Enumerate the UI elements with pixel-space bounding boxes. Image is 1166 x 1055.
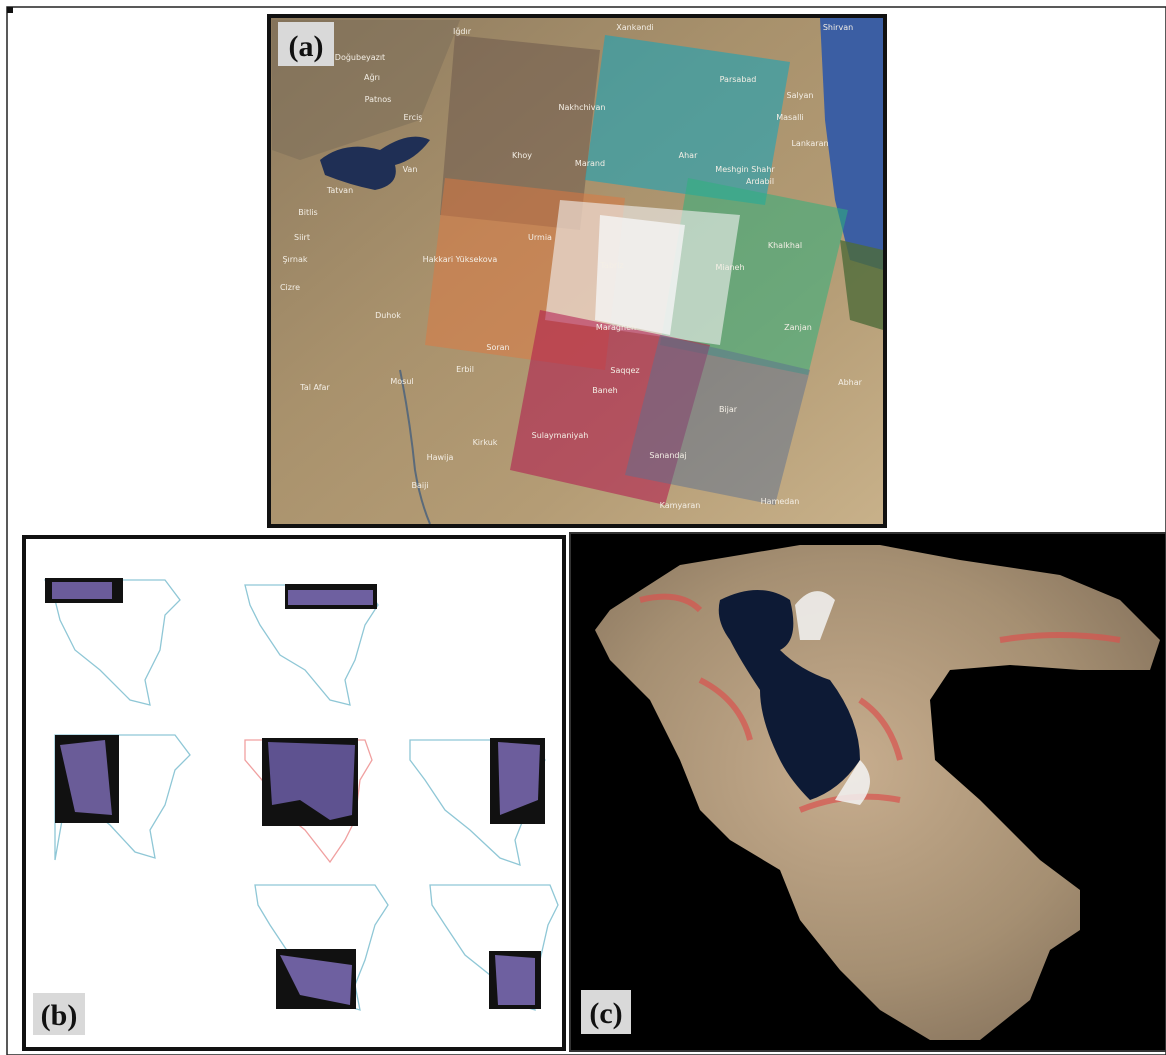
- place-name: Hamedan: [761, 497, 800, 506]
- panel-c: (c): [570, 533, 1166, 1051]
- place-name: Zanjan: [784, 323, 812, 332]
- panel-b: (b): [24, 537, 564, 1049]
- place-name: Xankəndi: [616, 23, 653, 32]
- place-name: Nakhchivan: [559, 103, 606, 112]
- place-name: Erbil: [456, 365, 474, 374]
- place-name: Sanandaj: [649, 451, 686, 460]
- place-name: Lankaran: [791, 139, 828, 148]
- place-name: Tatvan: [326, 186, 353, 195]
- figure: (a) Iğdır Xankəndi Shirvan Ağrı Doğubeyazıt P…: [0, 0, 1166, 1055]
- place-name: Bitlis: [298, 208, 317, 217]
- place-name: Maragheh: [596, 323, 636, 332]
- place-name: Urmia: [528, 233, 552, 242]
- place-name: Masalli: [776, 113, 804, 122]
- place-name: Khoy: [512, 151, 532, 160]
- place-name: Meshgin Shahr: [715, 165, 775, 174]
- place-name: Ardabil: [746, 177, 774, 186]
- place-name: Doğubeyazıt: [335, 53, 385, 62]
- place-name: Kirkuk: [473, 438, 498, 447]
- place-name: Cizre: [280, 283, 300, 292]
- place-name: Bijar: [719, 405, 738, 414]
- place-name: Patnos: [365, 95, 392, 104]
- place-name: Sulaymaniyah: [532, 431, 589, 440]
- place-name: Mianeh: [715, 263, 744, 272]
- panel-label: (a): [289, 30, 324, 63]
- place-name: Shirvan: [823, 23, 853, 32]
- place-name: Marand: [575, 159, 605, 168]
- place-name: Parsabad: [720, 75, 757, 84]
- place-name: Kamyaran: [660, 501, 701, 510]
- place-name: Baneh: [592, 386, 617, 395]
- place-name: Khalkhal: [768, 241, 802, 250]
- place-name: Baiji: [411, 481, 428, 490]
- place-name: Hawija: [427, 453, 454, 462]
- place-name: Mosul: [390, 377, 413, 386]
- panel-a: (a) Iğdır Xankəndi Shirvan Ağrı Doğubeyazıt P…: [269, 16, 885, 526]
- place-name: Tabriz: [599, 261, 623, 270]
- place-name: Duhok: [375, 311, 401, 320]
- corner-mark: [7, 7, 13, 13]
- place-name: Abhar: [838, 378, 863, 387]
- place-name: Saqqez: [610, 366, 639, 375]
- place-name: Şırnak: [282, 255, 307, 264]
- overlap-core: [595, 215, 685, 335]
- place-name: Iğdır: [453, 27, 472, 36]
- scene-image: [495, 955, 535, 1005]
- place-name: Van: [403, 165, 418, 174]
- place-name: Salyan: [787, 91, 814, 100]
- place-name: Ahar: [679, 151, 698, 160]
- place-name: Erciş: [404, 113, 423, 122]
- place-name: Hakkari Yüksekova: [423, 255, 498, 264]
- place-name: Siirt: [294, 233, 310, 242]
- scene-image: [288, 590, 373, 605]
- panel-label: (b): [41, 999, 78, 1032]
- panel-label: (c): [589, 997, 622, 1030]
- scene-image: [52, 582, 112, 599]
- place-name: Soran: [486, 343, 509, 352]
- place-name: Ağrı: [364, 73, 380, 82]
- place-name: Tal Afar: [299, 383, 330, 392]
